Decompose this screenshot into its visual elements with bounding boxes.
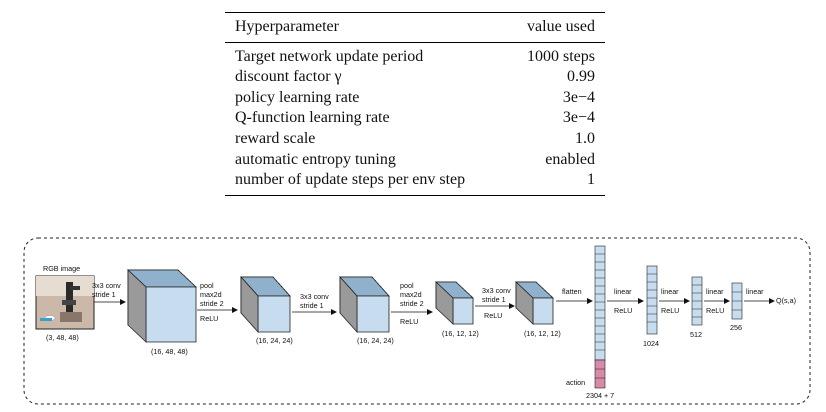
flatten-label: flatten [562, 287, 582, 296]
output-label: Q(s,a) [776, 296, 796, 305]
pool2-line2: max2d [400, 290, 422, 299]
header-hyperparameter: Hyperparameter [235, 18, 339, 35]
rgb-image-thumbnail [35, 275, 95, 330]
param-name: Q-function learning rate [235, 109, 390, 127]
hyperparameter-table-wrap: Hyperparameter value used Target network… [225, 12, 605, 196]
op2-line1: 3x3 conv [300, 292, 329, 301]
pool1-line4: ReLU [200, 314, 218, 323]
param-value: 1000 steps [527, 47, 595, 65]
linear2-label: linear [661, 287, 679, 296]
linear4-label: linear [746, 287, 764, 296]
op3-line3: ReLU [484, 311, 502, 320]
pool1-line1: pool [200, 281, 214, 290]
input-shape-label: (3, 48, 48) [46, 333, 79, 342]
pool2-line1: pool [400, 281, 414, 290]
param-name: reward scale [235, 129, 316, 147]
pool1-line3: stride 2 [200, 299, 224, 308]
dashed-frame [23, 237, 811, 405]
linear3-relu: ReLU [706, 306, 724, 315]
table-row: Q-function learning rate 3e−4 [225, 108, 605, 129]
linear3-label: linear [706, 287, 724, 296]
table-row: automatic entropy tuning enabled [225, 150, 605, 171]
pool1-line2: max2d [200, 290, 222, 299]
param-name: Target network update period [235, 47, 424, 65]
concat-size-label: 2304 + 7 [586, 391, 614, 400]
size-1024-label: 1024 [643, 339, 659, 348]
table-row: policy learning rate 3e−4 [225, 88, 605, 109]
param-name: policy learning rate [235, 88, 360, 106]
fc-256-column [731, 282, 743, 320]
shape1-label: (16, 48, 48) [151, 347, 188, 356]
pool2-line4: ReLU [400, 317, 418, 326]
linear1-label: linear [614, 287, 632, 296]
param-name: automatic entropy tuning [235, 150, 396, 168]
param-name: discount factor γ [235, 68, 342, 86]
op1-line2: stride 1 [92, 290, 116, 299]
table-row: Target network update period 1000 steps [225, 42, 605, 67]
op3-line1: 3x3 conv [482, 286, 511, 295]
table-row: number of update steps per env step 1 [225, 170, 605, 195]
flattened-vector-column [594, 245, 606, 361]
param-value: enabled [545, 150, 595, 168]
shape2-label: (16, 24, 24) [256, 336, 293, 345]
linear2-relu: ReLU [661, 306, 679, 315]
table-row: discount factor γ 0.99 [225, 67, 605, 88]
op3-line2: stride 1 [482, 295, 506, 304]
fc-1024-column [646, 265, 658, 335]
rgb-image-label: RGB image [43, 264, 80, 273]
size-256-label: 256 [730, 323, 742, 332]
shape5-label: (16, 12, 12) [524, 329, 561, 338]
shape3-label: (16, 24, 24) [357, 336, 394, 345]
action-label: action [566, 378, 585, 387]
param-value: 3e−4 [562, 88, 595, 106]
feature-map-block-5 [514, 281, 555, 325]
table-row: reward scale 1.0 [225, 129, 605, 150]
param-value: 3e−4 [562, 109, 595, 127]
header-value-used: value used [527, 18, 595, 35]
action-vector [594, 359, 606, 389]
linear1-relu: ReLU [614, 306, 632, 315]
feature-map-block-2 [240, 275, 291, 334]
op1-line1: 3x3 conv [92, 281, 121, 290]
param-value: 0.99 [567, 68, 595, 86]
feature-map-block-4 [434, 281, 475, 325]
op2-line2: stride 1 [300, 301, 324, 310]
shape4-label: (16, 12, 12) [442, 329, 479, 338]
feature-map-block-1 [126, 269, 198, 343]
fc-512-column [691, 276, 703, 326]
param-value: 1.0 [575, 129, 595, 147]
param-name: number of update steps per env step [235, 171, 466, 189]
table-header-row: Hyperparameter value used [225, 12, 605, 43]
hyperparameter-table: Hyperparameter value used Target network… [225, 12, 605, 196]
param-value: 1 [587, 171, 595, 189]
feature-map-block-3 [339, 275, 390, 334]
pool2-line3: stride 2 [400, 299, 424, 308]
size-512-label: 512 [690, 330, 702, 339]
